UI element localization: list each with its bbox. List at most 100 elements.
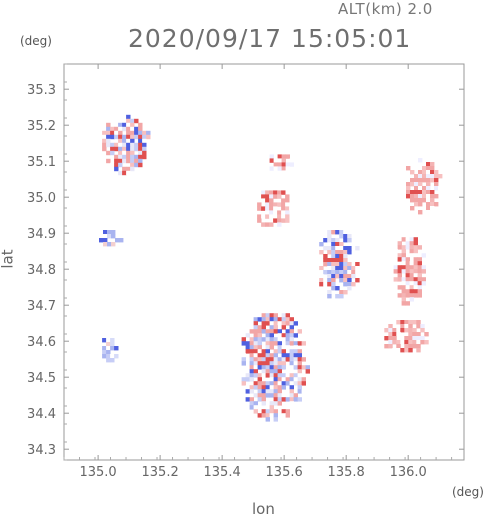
echo-cell [405,269,410,274]
echo-cell [281,154,286,159]
echo-cell [285,317,290,322]
echo-cell [409,237,414,242]
echo-cell [142,142,147,148]
echo-cell [273,365,278,370]
echo-cell [99,238,104,243]
echo-cell [396,344,401,349]
echo-cell [327,258,332,263]
echo-cell [265,393,270,398]
echo-cell [319,266,324,271]
echo-cell [339,250,344,255]
echo-cell [392,332,397,337]
echo-cell [249,389,254,394]
echo-cell [257,349,262,354]
echo-cell [293,321,298,326]
echo-cell [281,170,286,175]
echo-cell [253,357,258,362]
echo-cell [426,178,431,183]
echo-cell [110,126,115,132]
echo-cell [122,134,127,140]
echo-cell [281,166,286,171]
echo-cell [114,346,119,351]
echo-cell [417,289,422,294]
echo-cell [422,194,427,199]
echo-cell [401,269,406,274]
echo-cell [434,202,439,207]
echo-cell [281,202,286,207]
echo-cell [293,381,298,386]
echo-cell [297,377,302,382]
echo-cell [339,254,344,259]
echo-cell [285,369,290,374]
echo-cell [408,332,413,337]
echo-cell [249,405,254,410]
echo-cell [257,345,262,350]
echo-cell [106,126,111,132]
echo-cell [430,170,435,175]
echo-cell [323,238,328,243]
echo-cell [281,321,286,326]
echo-cell [289,329,294,334]
echo-cell [416,344,421,349]
echo-cell [422,190,427,195]
echo-cell [106,138,111,144]
echo-cell [392,340,397,345]
echo-cell [347,266,352,271]
echo-cell [257,357,262,362]
echo-cell [339,230,344,235]
echo-cell [416,324,421,329]
echo-cell [297,341,302,346]
echo-cell [106,150,111,156]
echo-cell [426,194,431,199]
echo-cell [289,337,294,342]
echo-cell [273,337,278,342]
echo-cell [269,214,274,219]
echo-cell [110,142,115,148]
echo-cell [412,320,417,325]
echo-cell [392,348,397,353]
echo-cell [269,361,274,366]
echo-cell [115,238,120,243]
echo-cell [142,154,147,160]
echo-cell [343,258,348,263]
echo-cell [138,138,143,144]
echo-cell [102,138,107,144]
echo-cell [111,242,116,247]
echo-cell [273,409,278,414]
echo-cell [126,134,131,140]
echo-cell [285,377,290,382]
echo-cell [323,254,328,259]
echo-cell [273,190,278,195]
echo-cell [257,373,262,378]
echo-cell [269,158,274,163]
echo-cell [285,210,290,215]
echo-cell [405,301,410,306]
echo-cell [347,246,352,251]
echo-cell [397,273,402,278]
echo-region [269,154,294,175]
echo-cell [118,158,123,164]
echo-cell [355,278,360,283]
echo-cell [408,320,413,325]
echo-cell [409,297,414,302]
echo-cell [281,373,286,378]
echo-cell [289,361,294,366]
echo-cell [289,401,294,406]
echo-cell [277,210,282,215]
echo-cell [241,353,246,358]
echo-cell [106,350,111,355]
echo-cell [285,321,290,326]
echo-cell [261,198,266,203]
echo-cell [114,126,119,132]
echo-cell [281,393,286,398]
echo-cell [414,182,419,187]
echo-cell [430,178,435,183]
echo-cell [409,245,414,250]
echo-cell [118,130,123,136]
echo-cell [331,270,336,275]
echo-cell [319,282,324,287]
echo-cell [388,332,393,337]
echo-cell [289,389,294,394]
echo-cell [327,250,332,255]
echo-cell [138,134,143,140]
